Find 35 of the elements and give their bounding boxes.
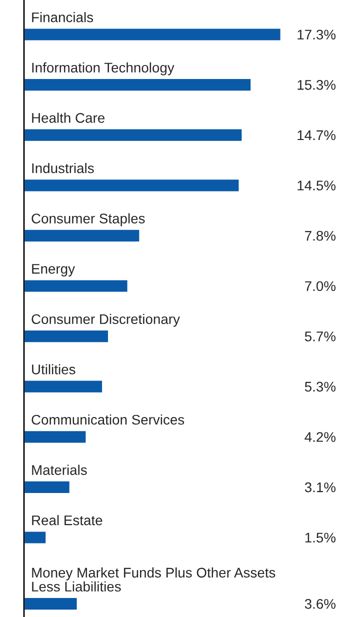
data-label: 7.8% [305,230,336,241]
data-label: 17.3% [298,30,336,40]
y-tick-label: Consumer Discretionary [32,314,180,327]
bar [24,228,141,243]
data-label: 1.5% [305,532,336,543]
data-label: 5.3% [304,382,336,392]
bar [24,78,252,92]
y-tick-label: Money Market Funds Plus Other Assets Less Liabilities [32,567,276,592]
data-label: 5.7% [304,332,336,342]
bar [24,480,71,494]
y-tick-label: Information Technology [32,62,174,76]
y-tick-label: Financials [32,12,94,22]
y-tick-label: Consumer Staples [32,213,145,226]
data-label: 15.3% [298,80,336,90]
data-label: 14.7% [298,130,336,140]
data-label: 3.6% [304,598,336,609]
y-tick-label: Industrials [32,162,94,174]
y-tick-label: Utilities [32,364,76,374]
bar [24,128,244,142]
data-label: 7.0% [305,281,336,292]
y-tick-label: Communication Services [32,414,184,425]
bar [24,329,110,344]
y-tick-label: Health Care [32,112,104,123]
bar [24,178,240,193]
bar [24,430,88,444]
data-label: 3.1% [304,482,336,492]
y-tick-label: Energy [32,264,75,276]
bar [24,27,282,42]
bar [24,530,47,545]
y-tick-label: Real Estate [32,515,102,526]
y-tick-label: Materials [32,464,87,475]
bar [24,379,104,394]
bar [24,278,129,294]
data-label: 4.2% [304,432,336,442]
data-label: 14.5% [298,180,336,190]
